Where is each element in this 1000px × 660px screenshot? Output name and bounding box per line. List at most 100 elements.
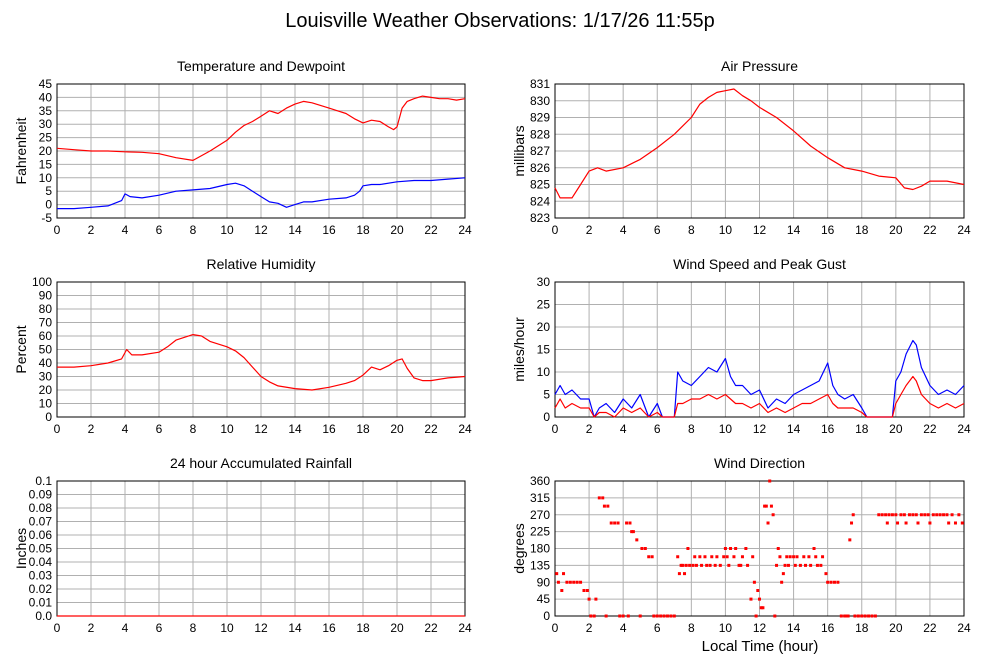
x-tick-label: 2	[586, 422, 593, 436]
data-point	[655, 614, 659, 618]
y-axis-label: Fahrenheit	[13, 117, 29, 184]
y-tick-label: 20	[39, 144, 53, 158]
data-point	[885, 521, 889, 525]
x-tick-label: 22	[923, 422, 937, 436]
x-tick-label: 16	[322, 223, 336, 237]
plot-frame	[56, 83, 466, 219]
y-tick-label: 0.09	[29, 488, 53, 502]
data-point	[935, 513, 939, 517]
plot-frame	[554, 83, 965, 219]
y-tick-label: 0	[543, 609, 550, 623]
y-axis-label: millibars	[511, 125, 527, 176]
x-tick-label: 10	[220, 422, 234, 436]
y-tick-label: 0	[543, 410, 550, 424]
data-point	[856, 614, 860, 618]
y-tick-label: 0.03	[29, 569, 53, 583]
data-point	[746, 563, 750, 567]
x-tick-label: 8	[688, 621, 695, 635]
data-point	[606, 504, 610, 508]
y-tick-label: 45	[537, 592, 551, 606]
y-tick-label: 824	[530, 194, 550, 208]
data-point	[780, 580, 784, 584]
data-point	[851, 513, 855, 517]
data-point	[679, 563, 683, 567]
y-tick-label: 0.07	[29, 515, 53, 529]
data-point	[708, 563, 712, 567]
chart-title: Wind Speed and Peak Gust	[673, 256, 846, 272]
data-point	[659, 614, 663, 618]
x-tick-label: 8	[190, 223, 197, 237]
y-tick-label: 10	[39, 397, 53, 411]
y-tick-label: 0.05	[29, 542, 53, 556]
data-point	[781, 572, 785, 576]
y-tick-label: 25	[39, 131, 53, 145]
x-tick-label: 22	[923, 621, 937, 635]
plot-frame	[56, 281, 466, 418]
x-tick-label: 4	[620, 223, 627, 237]
x-tick-label: 8	[688, 223, 695, 237]
data-point	[560, 589, 564, 592]
x-tick-label: 20	[390, 223, 404, 237]
x-tick-label: 10	[719, 621, 733, 635]
x-tick-label: 22	[424, 223, 438, 237]
data-point	[683, 572, 687, 576]
data-point	[873, 614, 877, 618]
y-tick-label: 10	[537, 365, 551, 379]
data-point	[870, 614, 874, 618]
data-point	[824, 572, 828, 576]
x-tick-label: 18	[855, 223, 869, 237]
y-tick-label: 360	[530, 474, 550, 488]
chart-pressure: 0 2 4 6 8 10 12 14 16 18 20 22 248238248258268278288…	[511, 58, 971, 237]
data-point	[555, 572, 559, 576]
data-point	[609, 521, 613, 525]
x-tick-label: 14	[787, 223, 801, 237]
x-tick-label: 14	[288, 422, 302, 436]
x-tick-label: 14	[288, 621, 302, 635]
plot-frame	[554, 480, 965, 617]
data-point	[585, 589, 589, 592]
data-point	[694, 563, 698, 567]
data-point	[911, 513, 915, 517]
x-tick-label: 24	[458, 422, 472, 436]
y-tick-label: 830	[530, 94, 550, 108]
y-tick-label: 0.08	[29, 501, 53, 515]
data-point	[688, 563, 692, 567]
y-tick-label: 5	[45, 184, 52, 198]
data-point	[798, 563, 802, 567]
data-point	[793, 563, 797, 567]
y-tick-label: 80	[39, 302, 53, 316]
data-point	[761, 606, 765, 610]
data-point	[597, 496, 601, 500]
y-tick-label: 825	[530, 178, 550, 192]
data-point	[931, 513, 935, 517]
data-point	[676, 555, 680, 559]
x-tick-label: 22	[424, 422, 438, 436]
data-point	[795, 555, 799, 559]
y-tick-label: 823	[530, 211, 550, 225]
data-point	[718, 563, 722, 567]
y-tick-label: 35	[39, 104, 53, 118]
data-point	[556, 580, 560, 584]
data-point	[788, 555, 792, 559]
x-tick-label: 22	[424, 621, 438, 635]
x-tick-label: 0	[54, 422, 61, 436]
y-tick-label: 270	[530, 508, 550, 522]
data-point	[725, 555, 729, 559]
data-point	[945, 513, 949, 517]
data-point	[592, 614, 596, 618]
x-tick-label: 12	[254, 422, 268, 436]
data-point	[916, 521, 920, 525]
y-tick-label: 135	[530, 558, 550, 572]
data-point	[894, 513, 898, 517]
x-tick-label: 24	[957, 422, 971, 436]
data-point	[904, 521, 908, 525]
chart-title: Temperature and Dewpoint	[177, 58, 345, 74]
x-tick-label: 10	[719, 223, 733, 237]
x-tick-label: 14	[787, 621, 801, 635]
data-point	[919, 513, 923, 517]
data-point	[775, 563, 779, 567]
x-tick-label: 6	[654, 422, 661, 436]
data-point	[756, 589, 760, 592]
y-tick-label: 20	[537, 320, 551, 334]
x-tick-label: 16	[821, 621, 835, 635]
